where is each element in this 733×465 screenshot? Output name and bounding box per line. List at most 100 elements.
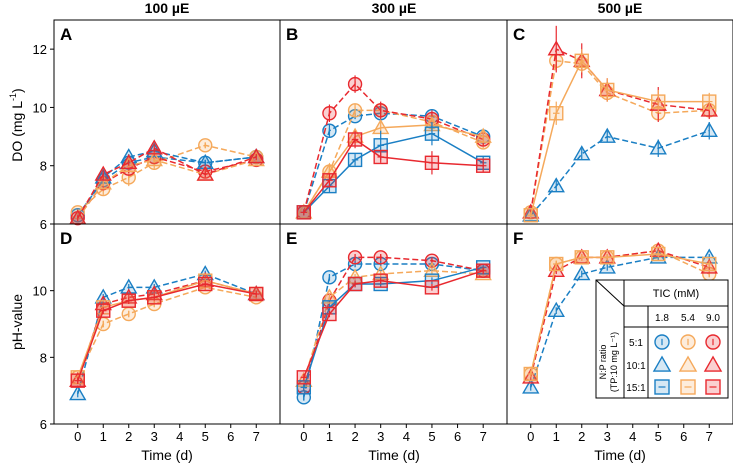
panel-frame-C (506, 19, 733, 225)
panel-A: A 6 8 10 12 (33, 19, 281, 232)
y-tick-label: 10 (33, 100, 47, 115)
series-line (77, 144, 257, 213)
panel-frame-A (53, 19, 281, 225)
panel-B: B (279, 19, 508, 225)
panel-F: F 0 1 2 3 4 5 6 7 (506, 223, 733, 444)
column-title-300: 300 µE (372, 0, 417, 16)
legend-markers (652, 334, 723, 395)
data-point (145, 150, 163, 167)
series-line (77, 283, 257, 381)
x-axis-label-f: Time (d) (594, 447, 646, 463)
legend-marker-10-1-1.8 (652, 355, 672, 372)
x-tick-label: 2 (125, 429, 132, 444)
data-point (700, 121, 718, 138)
series-A-10-1-9.0 (69, 139, 265, 225)
legend-tic-1.8: 1.8 (655, 313, 669, 324)
y-tick-label: 8 (40, 350, 47, 365)
legend-marker-10-1-5.4 (678, 355, 698, 372)
series-line (77, 147, 257, 219)
panel-frame-E (279, 223, 508, 425)
x-tick-label: 1 (553, 429, 560, 444)
x-tick-label: 2 (578, 429, 585, 444)
series-line (303, 124, 484, 213)
data-point (69, 385, 87, 401)
x-tick-label: 4 (403, 429, 410, 444)
series-D-15-1-9.0 (70, 276, 264, 388)
y-tick-label: 12 (33, 42, 47, 57)
panel-letter-C: C (513, 25, 525, 44)
series-B-5-1-5.4 (296, 103, 491, 220)
legend-tic-5.4: 5.4 (681, 313, 695, 324)
x-tick-label: 3 (151, 429, 158, 444)
data-point (547, 301, 565, 317)
data-point (649, 139, 667, 155)
data-point (547, 261, 565, 277)
legend-np-subheader: (TP:10 mg L⁻¹) (609, 332, 619, 392)
data-point (598, 127, 616, 143)
panel-letter-F: F (513, 229, 523, 248)
data-point (547, 40, 565, 56)
legend-np-header: N:P ratio (598, 345, 608, 380)
x-tick-label: 5 (428, 429, 435, 444)
x-tick-label: 3 (377, 429, 384, 444)
series-C-10-1-1.8 (522, 121, 718, 222)
y-axis-label-do: DO (mg L-1) (8, 88, 25, 161)
panel-E: E 0 1 2 3 4 5 6 7 (279, 223, 508, 444)
series-line (530, 256, 710, 388)
legend-row-label-10-1: 10:1 (626, 361, 646, 372)
panel-letter-B: B (286, 25, 298, 44)
series-line (303, 269, 484, 381)
series-line (303, 256, 484, 388)
x-tick-label: 6 (454, 429, 461, 444)
x-tick-label: 1 (100, 429, 107, 444)
series-C-5-1-5.4 (523, 52, 717, 220)
legend-marker-10-1-9.0 (703, 355, 723, 372)
series-line (303, 138, 484, 213)
x-tick-label: 1 (326, 429, 333, 444)
series-line (530, 130, 710, 216)
x-tick-label: 4 (629, 429, 636, 444)
x-tick-label: 0 (300, 429, 307, 444)
series-line (77, 286, 257, 378)
series-line (530, 253, 710, 375)
x-tick-label: 5 (655, 429, 662, 444)
column-title-500: 500 µE (598, 0, 643, 16)
data-point (598, 258, 616, 274)
legend-table: TIC (mM) 1.8 5.4 9.0 N:P ratio (TP:10 mg… (595, 279, 729, 399)
data-point (120, 153, 138, 170)
x-tick-label: 6 (227, 429, 234, 444)
legend-row-label-5-1: 5:1 (629, 338, 643, 349)
series-C-15-1-5.4 (523, 49, 717, 223)
series-B-5-1-9.0 (296, 75, 491, 220)
legend-corner-diagonal (595, 279, 625, 307)
x-tick-label: 7 (253, 429, 260, 444)
series-F-15-1-5.4 (523, 246, 717, 382)
y-axis-label-ph: pH-value (9, 294, 25, 350)
data-point (522, 378, 540, 394)
data-point (196, 153, 214, 170)
x-axis-label-d: Time (d) (141, 447, 193, 463)
x-tick-label: 7 (706, 429, 713, 444)
data-point (547, 177, 565, 193)
x-tick-label: 3 (604, 429, 611, 444)
series-line (530, 59, 710, 216)
data-point (423, 261, 441, 277)
x-tick-label: 5 (202, 429, 209, 444)
y-tick-label: 6 (40, 217, 47, 232)
data-point (320, 288, 339, 304)
series-B-15-1-9.0 (296, 130, 491, 220)
x-tick-label: 2 (351, 429, 358, 444)
series-line (303, 112, 484, 213)
panel-letter-E: E (286, 229, 297, 248)
x-axis-label-e: Time (d) (368, 447, 420, 463)
x-tick-label: 0 (527, 429, 534, 444)
data-point (145, 139, 163, 155)
x-tick-label: 7 (480, 429, 487, 444)
series-line (303, 266, 484, 388)
panel-frame-D (53, 223, 281, 425)
data-point (474, 127, 492, 143)
data-point (120, 278, 138, 294)
legend-row-label-15-1: 15:1 (626, 383, 646, 394)
series-line (530, 59, 710, 213)
